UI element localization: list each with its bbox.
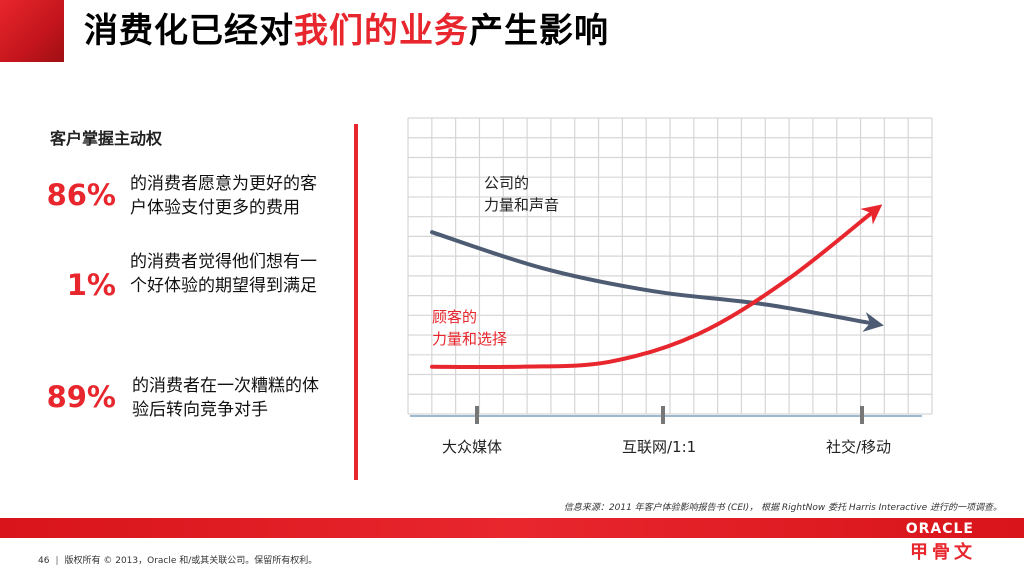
- source-note: 信息来源：2011 年客户体验影响报告书 (CEI)， 根据 RightNow …: [563, 503, 1002, 513]
- stat-text-2-line-2: 个好体验的期望得到满足: [130, 276, 317, 296]
- company-series-label: 公司的 力量和声音: [484, 172, 559, 216]
- stat-text-2-line-1: 的消费者觉得他们想有一: [130, 252, 317, 272]
- x-axis-tick: [475, 406, 479, 424]
- stat-text-1-line-2: 户体验支付更多的费用: [130, 198, 300, 218]
- customer-label-line-1: 顾客的: [432, 308, 478, 326]
- stat-value-1: 86%: [46, 178, 116, 212]
- stat-text-1-line-1: 的消费者愿意为更好的客: [130, 174, 317, 194]
- page-title: 消费化已经对我们的业务产生影响: [84, 8, 609, 54]
- customer-label-line-2: 力量和选择: [432, 330, 508, 348]
- series-line-company: [430, 230, 884, 332]
- x-tick-label-internet: 互联网/1:1: [622, 438, 697, 456]
- stat-value-3: 89%: [46, 380, 116, 414]
- stat-text-3: 的消费者在一次糟糕的体 验后转向竞争对手: [132, 374, 362, 422]
- divider-bar: [354, 124, 358, 480]
- x-axis-ticks: [475, 406, 864, 424]
- section-subtitle: 客户掌握主动权: [50, 129, 163, 148]
- company-label-line-1: 公司的: [484, 174, 530, 192]
- stat-value-2: 1%: [66, 268, 116, 302]
- x-axis-tick: [661, 406, 665, 424]
- title-part-2: 产生影响: [469, 11, 609, 51]
- footer-red-bar: [0, 518, 1024, 538]
- x-tick-label-social-mobile: 社交/移动: [826, 438, 892, 456]
- stat-text-3-line-1: 的消费者在一次糟糕的体: [132, 376, 319, 396]
- x-axis-tick: [860, 406, 864, 424]
- footer-separator: |: [55, 556, 59, 566]
- copyright-text: 版权所有 © 2013，Oracle 和/或其关联公司。保留所有权利。: [64, 556, 318, 566]
- customer-series-label: 顾客的 力量和选择: [432, 306, 507, 350]
- title-accent-block: [0, 0, 64, 62]
- oracle-chinese-logo: 甲骨文: [910, 542, 976, 563]
- stat-text-1: 的消费者愿意为更好的客 户体验支付更多的费用: [130, 172, 360, 220]
- oracle-logo-text: ORACLE: [905, 521, 974, 537]
- page-number: 46: [38, 556, 50, 566]
- company-label-line-2: 力量和声音: [484, 196, 560, 214]
- stat-text-2: 的消费者觉得他们想有一 个好体验的期望得到满足: [130, 250, 360, 298]
- footer: 46 | 版权所有 © 2013，Oracle 和/或其关联公司。保留所有权利。: [38, 553, 317, 566]
- title-part-1: 消费化已经对: [84, 11, 294, 51]
- title-highlight: 我们的业务: [294, 11, 469, 51]
- x-tick-label-mass-media: 大众媒体: [442, 438, 503, 456]
- chart-grid: [407, 117, 933, 415]
- stat-text-3-line-2: 验后转向竞争对手: [132, 400, 268, 420]
- series-line-customer: [430, 204, 883, 370]
